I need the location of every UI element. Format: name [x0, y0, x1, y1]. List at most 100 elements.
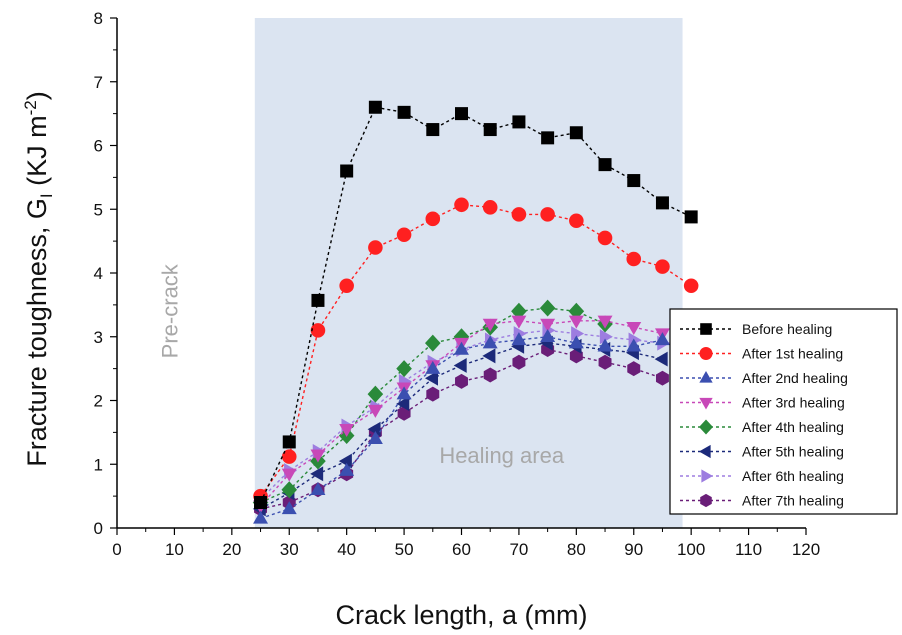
- y-tick-label: 3: [94, 328, 103, 347]
- series-2: [253, 197, 699, 504]
- x-axis-title: Crack length, a (mm): [335, 600, 587, 630]
- legend-box: [669, 308, 898, 515]
- data-point: [282, 435, 296, 449]
- data-point: [426, 386, 440, 402]
- data-point: [425, 360, 441, 374]
- data-point: [571, 326, 585, 342]
- data-point: [482, 348, 496, 364]
- data-point: [482, 200, 498, 215]
- data-point: [483, 367, 497, 383]
- data-point: [568, 335, 584, 349]
- data-point: [626, 338, 642, 352]
- data-point: [396, 396, 410, 412]
- data-point: [597, 338, 613, 352]
- data-point: [281, 501, 297, 515]
- legend-entry: After 4th healing: [680, 419, 844, 435]
- data-point: [626, 251, 642, 267]
- data-point: [310, 323, 326, 338]
- legend-entry: After 5th healing: [680, 444, 844, 460]
- data-point: [367, 430, 383, 444]
- precrack-annotation: Pre-crack: [157, 263, 182, 358]
- data-point: [482, 335, 498, 349]
- y-tick-label: 5: [94, 200, 103, 219]
- data-point: [310, 481, 326, 495]
- x-tick-label: 10: [165, 540, 184, 559]
- legend-entry: Before healing: [680, 321, 832, 337]
- data-point: [253, 510, 269, 524]
- y-tick-label: 7: [94, 73, 103, 92]
- data-point: [311, 293, 325, 307]
- data-point: [684, 210, 698, 224]
- data-point: [281, 449, 297, 464]
- data-point: [655, 259, 670, 274]
- legend-marker: [699, 347, 713, 360]
- x-axis-ticks: 0 10 20 30 40 50 60 70 80 90 100 110 120: [112, 528, 820, 559]
- data-point: [310, 449, 326, 463]
- series-8: [254, 342, 669, 517]
- data-point: [455, 107, 468, 121]
- data-point: [598, 354, 612, 370]
- y-axis-title: Fracture toughness, GI (KJ m-2): [21, 91, 56, 467]
- data-point: [627, 361, 641, 377]
- data-point: [598, 158, 612, 172]
- x-tick-label: 20: [222, 540, 241, 559]
- x-tick-label: 120: [792, 540, 820, 559]
- x-tick-label: 110: [735, 540, 762, 559]
- data-point: [338, 453, 352, 469]
- data-point: [541, 131, 555, 145]
- data-point: [454, 341, 469, 355]
- data-point: [281, 468, 297, 482]
- series-line: [259, 204, 692, 497]
- data-point: [368, 240, 383, 255]
- data-point: [397, 105, 411, 119]
- x-tick-label: 40: [337, 540, 356, 559]
- data-point: [540, 318, 556, 332]
- data-point: [426, 123, 440, 137]
- data-point: [367, 421, 381, 437]
- legend-marker: [699, 419, 713, 435]
- legend-label: After 6th healing: [742, 468, 844, 484]
- y-axis-title-close: ): [22, 91, 52, 100]
- data-point: [453, 357, 467, 373]
- x-tick-label: 80: [567, 540, 586, 559]
- y-tick-label: 4: [94, 264, 103, 283]
- y-tick-label: 6: [94, 137, 103, 156]
- data-point: [568, 315, 584, 329]
- data-point: [367, 404, 383, 418]
- y-tick-label: 1: [94, 455, 103, 474]
- legend-marker: [699, 371, 713, 383]
- data-point: [454, 197, 469, 213]
- data-point: [424, 334, 441, 352]
- data-point: [281, 481, 298, 499]
- legend-entry: After 7th healing: [680, 493, 844, 509]
- data-point: [626, 321, 642, 335]
- data-point: [254, 496, 268, 509]
- healing-area-annotation: Healing area: [439, 443, 565, 468]
- y-axis-title-units: (KJ m: [22, 115, 52, 193]
- data-point: [597, 315, 613, 329]
- y-tick-label: 0: [94, 519, 103, 538]
- series-3: [253, 328, 670, 524]
- y-tick-label: 2: [94, 392, 103, 411]
- x-tick-label: 50: [395, 540, 414, 559]
- legend-label: Before healing: [742, 321, 832, 337]
- data-point: [569, 213, 584, 229]
- legend-label: After 1st healing: [742, 346, 843, 362]
- data-point: [368, 100, 382, 114]
- data-point: [425, 211, 441, 227]
- data-point: [568, 302, 585, 320]
- legend-label: After 3rd healing: [742, 395, 845, 411]
- y-axis-title-superscript: -2: [21, 100, 40, 115]
- data-point: [654, 332, 670, 346]
- data-point: [396, 360, 412, 378]
- legend-label: After 7th healing: [742, 493, 844, 509]
- y-axis-title-subscript: I: [37, 193, 56, 198]
- legend-entry: After 1st healing: [680, 346, 843, 362]
- data-point: [539, 299, 556, 317]
- data-point: [599, 329, 613, 345]
- data-point: [339, 462, 355, 476]
- data-point: [654, 351, 668, 367]
- data-point: [396, 227, 412, 243]
- y-tick-label: 8: [94, 9, 103, 28]
